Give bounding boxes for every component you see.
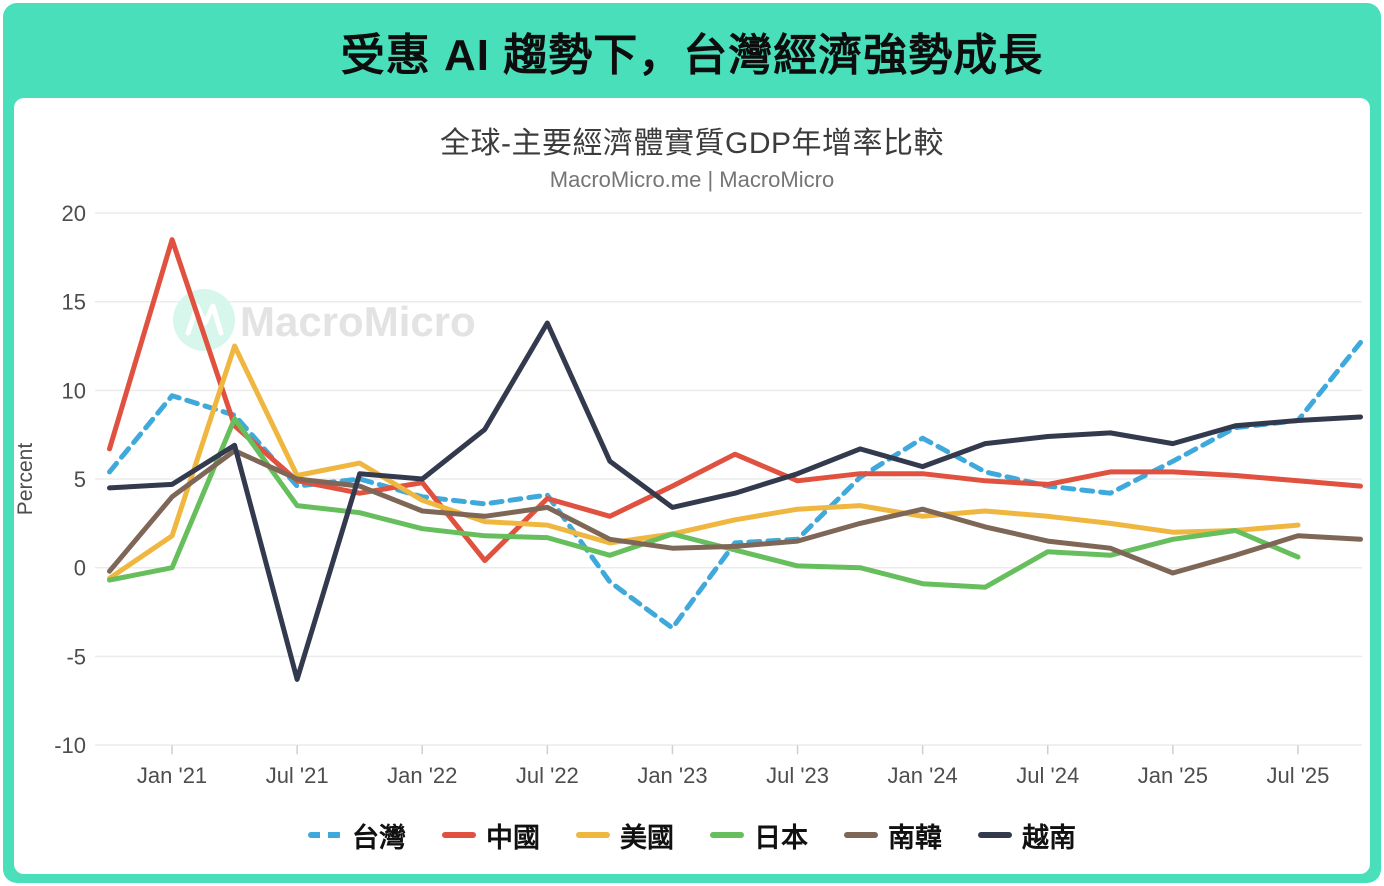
chart-title: 全球-主要經濟體實質GDP年增率比較 <box>440 127 944 160</box>
svg-text:MacroMicro: MacroMicro <box>240 298 476 345</box>
svg-text:Jan '24: Jan '24 <box>888 763 958 788</box>
svg-text:Jul '24: Jul '24 <box>1016 763 1079 788</box>
legend-label: 日本 <box>754 822 808 853</box>
svg-text:Jan '21: Jan '21 <box>137 763 207 788</box>
svg-text:-5: -5 <box>66 644 86 669</box>
legend-item-japan[interactable]: 日本 <box>710 816 808 855</box>
korea-line-swatch <box>844 832 878 838</box>
legend-item-china[interactable]: 中國 <box>442 816 540 855</box>
svg-text:0: 0 <box>74 556 86 581</box>
svg-text:Jan '22: Jan '22 <box>387 763 457 788</box>
banner: 受惠 AI 趨勢下，台灣經濟強勢成長 <box>3 3 1381 98</box>
chart-subtitle: MacroMicro.me | MacroMicro <box>549 167 835 192</box>
vietnam-line-swatch <box>978 832 1012 838</box>
legend-item-taiwan[interactable]: 台灣 <box>308 816 406 855</box>
svg-text:20: 20 <box>62 201 86 226</box>
legend-label: 越南 <box>1022 822 1076 853</box>
svg-text:Jul '23: Jul '23 <box>766 763 829 788</box>
svg-text:Jan '23: Jan '23 <box>637 763 707 788</box>
svg-text:Jul '25: Jul '25 <box>1266 763 1329 788</box>
svg-text:10: 10 <box>62 378 86 403</box>
us-line-swatch <box>576 832 610 838</box>
legend-label: 南韓 <box>888 822 942 853</box>
svg-text:Jan '25: Jan '25 <box>1138 763 1208 788</box>
svg-text:-10: -10 <box>54 733 86 758</box>
legend-item-us[interactable]: 美國 <box>576 816 674 855</box>
svg-text:15: 15 <box>62 290 86 315</box>
svg-text:Jul '22: Jul '22 <box>516 763 579 788</box>
legend-label: 台灣 <box>352 822 406 853</box>
legend-label: 中國 <box>486 822 540 853</box>
svg-text:Percent: Percent <box>14 443 37 516</box>
legend-label: 美國 <box>620 822 674 853</box>
taiwan-dashed-swatch <box>308 832 342 838</box>
china-line-swatch <box>442 832 476 838</box>
chart-legend: 台灣 中國 美國 日本 南韓 越南 <box>0 812 1384 858</box>
legend-item-korea[interactable]: 南韓 <box>844 816 942 855</box>
svg-text:Jul '21: Jul '21 <box>266 763 329 788</box>
banner-title: 受惠 AI 趨勢下，台灣經濟強勢成長 <box>340 30 1044 80</box>
legend-item-vietnam[interactable]: 越南 <box>978 816 1076 855</box>
svg-text:5: 5 <box>74 467 86 492</box>
japan-line-swatch <box>710 832 744 838</box>
